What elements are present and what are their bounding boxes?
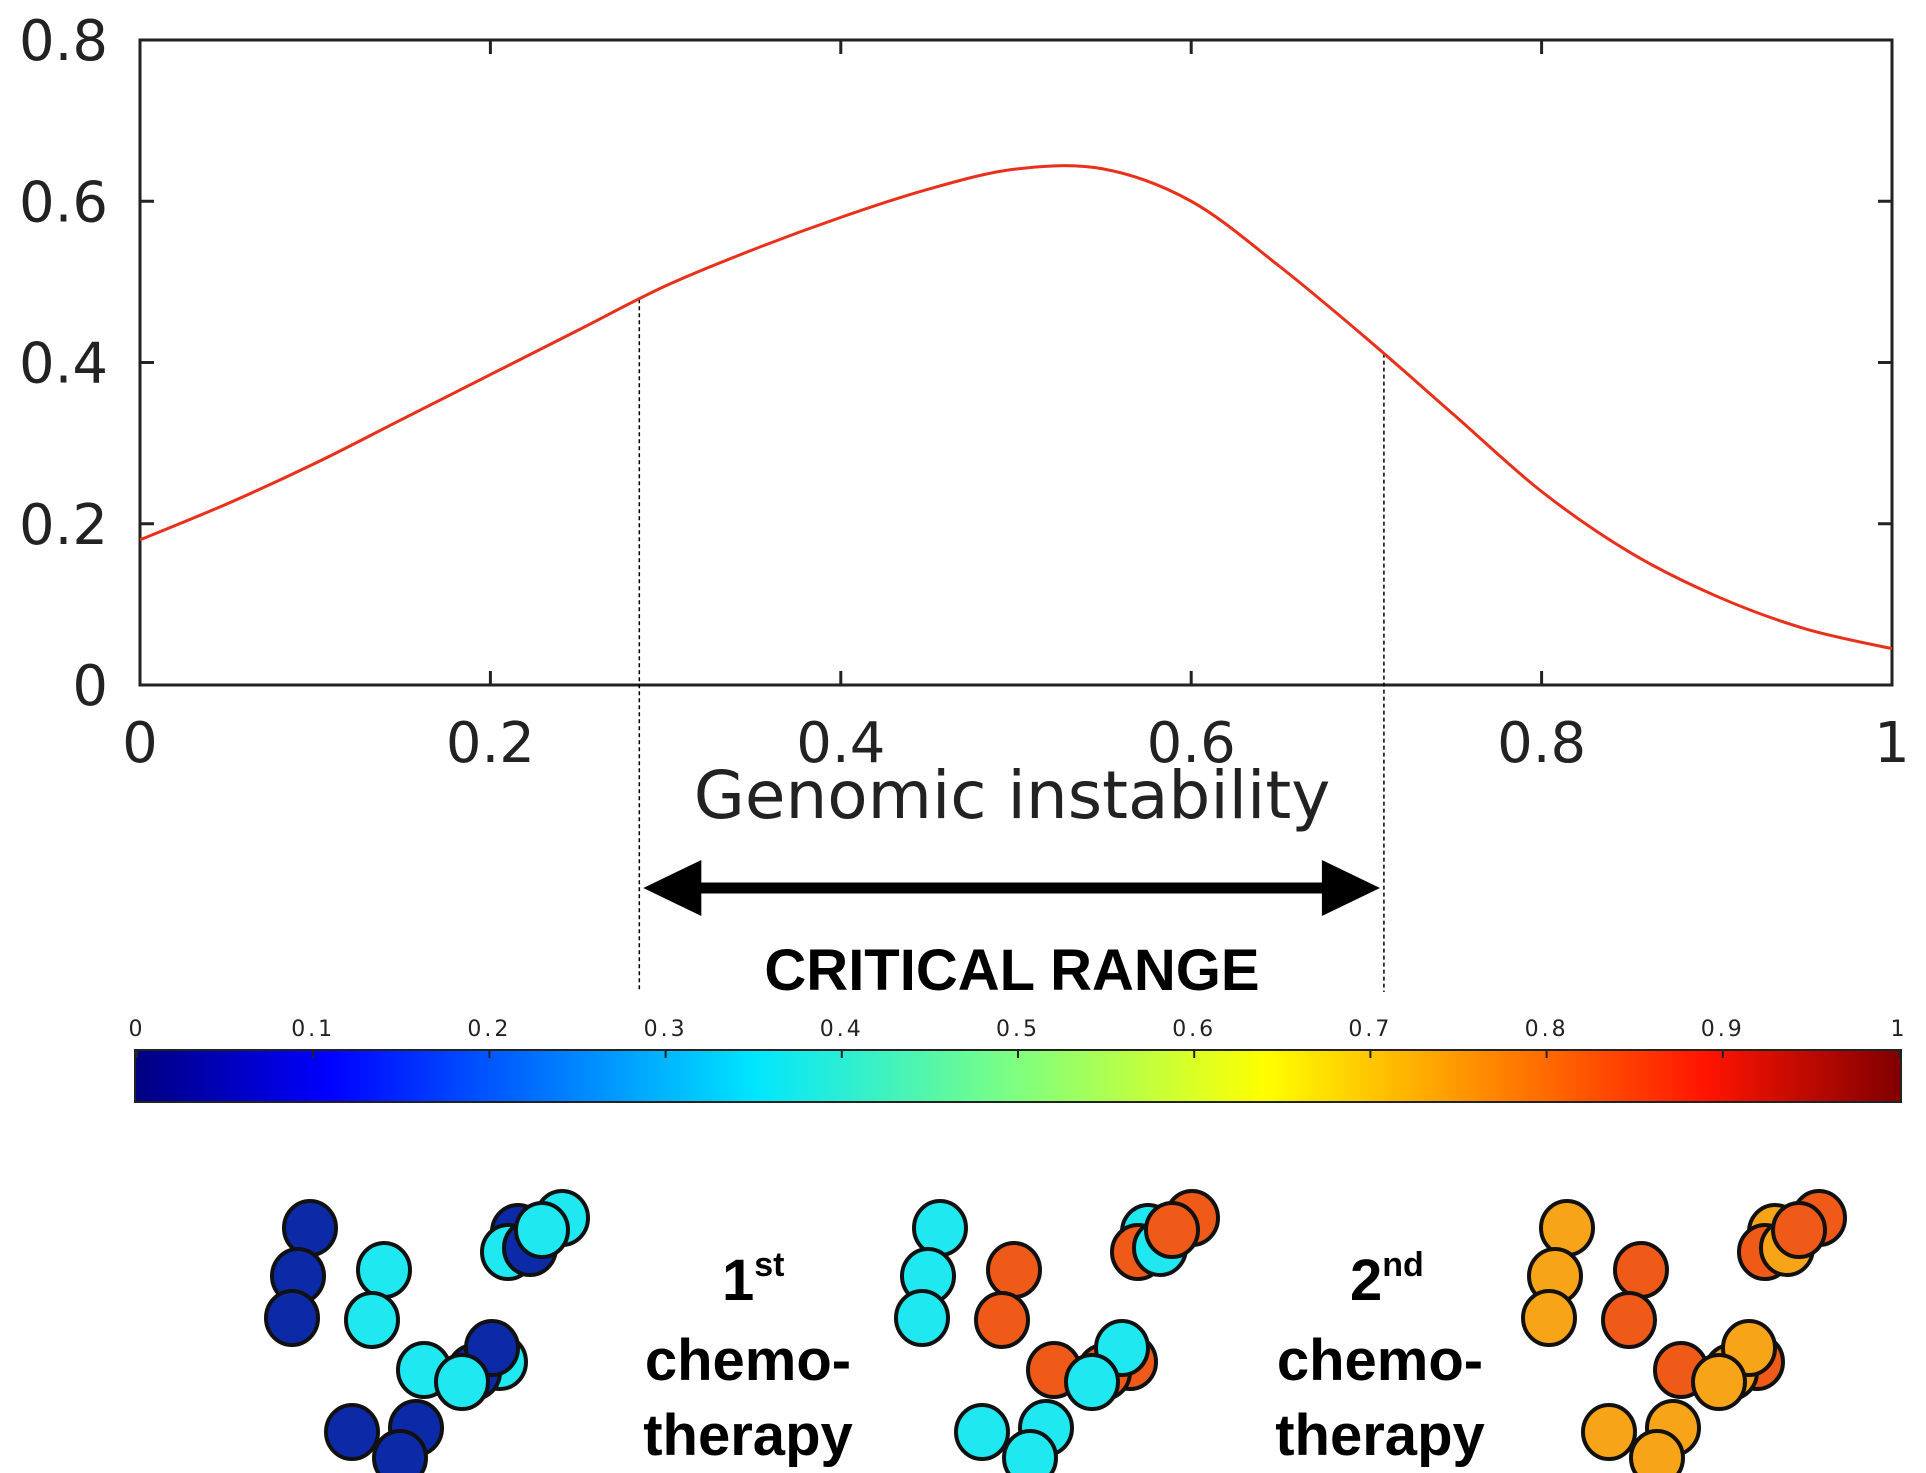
x-tick-labels: 0 0.2 0.4 0.6 0.8 1 [122,711,1910,776]
series-line [139,164,1893,651]
colorbar-tick-label: 0.1 [291,1017,335,1042]
y-tick-label: 0 [72,654,108,719]
cell [912,1199,968,1257]
colorbar [134,1049,1902,1103]
colorbar-tick-label: 0.6 [1172,1017,1216,1042]
y-tick-label: 0.6 [19,170,108,235]
cell [1064,1353,1120,1411]
cell-cluster-after-second-chemo [1521,1189,1847,1473]
cell [372,1429,428,1473]
critical-range-arrow [643,860,1380,916]
cell [1771,1201,1827,1259]
colorbar-tick-labels: 0 0.1 0.2 0.3 0.4 0.5 0.6 0.7 0.8 0.9 1 [129,1017,1908,1042]
cell [1629,1429,1685,1473]
therapy-label-1: therapy [643,1403,853,1468]
cell [356,1241,412,1299]
cell [954,1403,1010,1461]
critical-range-label: CRITICAL RANGE [764,938,1259,1003]
cell-cluster-initial [264,1189,590,1473]
cell-cluster-after-first-chemo [894,1189,1220,1473]
chemo-label-2: chemo- [1277,1328,1483,1393]
y-tick-labels: 0 0.2 0.4 0.6 0.8 [19,9,108,719]
therapy-label-2: therapy [1275,1403,1485,1468]
axis-ticks [138,38,1894,687]
cell [344,1291,400,1349]
colorbar-tick-label: 0.5 [996,1017,1040,1042]
colorbar-tickmarks [136,1050,1900,1058]
second-number: 2 [1350,1248,1382,1313]
cell [264,1289,320,1347]
cell [1581,1403,1637,1461]
colorbar-tick-label: 0.4 [820,1017,864,1042]
cell [1601,1291,1657,1349]
colorbar-tick-label: 1 [1891,1017,1908,1042]
colorbar-tick-label: 0.3 [644,1017,688,1042]
colorbar-tick-label: 0.8 [1525,1017,1569,1042]
x-axis-label: Genomic instability [694,757,1331,834]
cell [1521,1289,1577,1347]
colorbar-tick-label: 0.9 [1701,1017,1745,1042]
first-number: 1 [722,1248,754,1313]
y-tick-label: 0.4 [19,332,108,397]
cell [1002,1429,1058,1473]
colorbar-tick-label: 0 [129,1017,146,1042]
cell [974,1291,1030,1349]
y-tick-label: 0.8 [19,9,108,74]
cell [434,1353,490,1411]
colorbar-tick-label: 0.7 [1348,1017,1392,1042]
cell [986,1241,1042,1299]
cell [514,1201,570,1259]
plot-frame [138,38,1894,687]
svg-text:1st: 1st [722,1246,785,1313]
cell [1144,1201,1200,1259]
second-chemotherapy-label: 2nd chemo- therapy [1275,1246,1485,1468]
cell [282,1199,338,1257]
x-tick-label: 0.8 [1497,711,1586,776]
colorbar-tick-label: 0.2 [467,1017,511,1042]
x-tick-label: 0.2 [446,711,535,776]
chemo-label-1: chemo- [645,1328,851,1393]
x-tick-label: 0 [122,711,158,776]
cell [324,1403,380,1461]
first-chemotherapy-label: 1st chemo- therapy [643,1246,853,1468]
x-tick-label: 0.6 [1147,711,1236,776]
cell [1691,1353,1747,1411]
second-superscript: nd [1382,1246,1424,1284]
x-tick-label: 0.4 [796,711,885,776]
cell [894,1289,950,1347]
svg-text:2nd: 2nd [1350,1246,1424,1313]
x-tick-label: 1 [1874,711,1910,776]
y-tick-label: 0.2 [19,493,108,558]
cell [1539,1199,1595,1257]
first-superscript: st [754,1246,784,1284]
cell [1613,1241,1669,1299]
